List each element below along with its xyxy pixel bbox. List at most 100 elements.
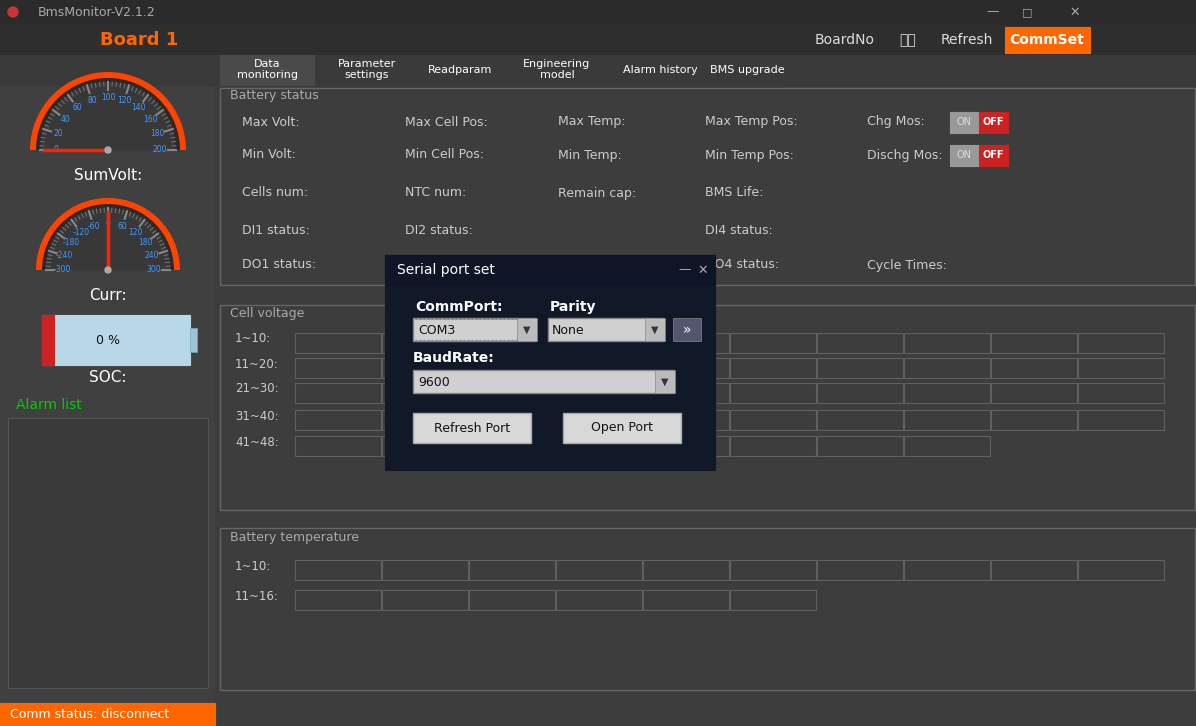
Text: Open Port: Open Port <box>591 422 653 434</box>
Wedge shape <box>36 198 181 270</box>
Bar <box>447 340 448 341</box>
Bar <box>643 410 730 430</box>
Bar <box>517 318 537 341</box>
Bar <box>495 340 498 341</box>
Text: CommPort:: CommPort: <box>415 300 502 314</box>
Bar <box>495 318 498 319</box>
Bar <box>220 528 1195 690</box>
Bar <box>463 340 465 341</box>
Text: NTC num:: NTC num: <box>405 187 466 200</box>
Bar <box>1078 410 1164 430</box>
Bar <box>499 318 501 319</box>
Bar <box>382 410 468 430</box>
Text: Dischg Mos:: Dischg Mos: <box>867 149 942 161</box>
Bar <box>382 590 468 610</box>
Bar <box>817 358 903 378</box>
Bar <box>427 340 429 341</box>
Bar <box>507 318 509 319</box>
Text: settings: settings <box>344 70 389 80</box>
Text: Cell voltage: Cell voltage <box>230 306 304 319</box>
Bar <box>295 436 382 456</box>
Bar <box>435 318 437 319</box>
Text: Battery status: Battery status <box>230 89 319 102</box>
Bar <box>469 333 555 353</box>
Bar <box>0 25 1196 55</box>
Bar <box>466 340 469 341</box>
Text: ✕: ✕ <box>697 264 708 277</box>
Text: 0: 0 <box>105 219 110 229</box>
Bar <box>500 55 615 85</box>
Bar <box>447 318 448 319</box>
Text: 160: 160 <box>142 115 158 124</box>
Bar <box>556 560 642 580</box>
Bar <box>548 318 663 341</box>
Bar <box>220 88 1195 285</box>
Text: 100: 100 <box>100 94 115 102</box>
Text: —: — <box>679 264 691 277</box>
Bar <box>480 318 481 319</box>
Text: SumVolt:: SumVolt: <box>74 168 142 182</box>
Wedge shape <box>42 204 173 270</box>
Text: -120: -120 <box>73 228 90 237</box>
Text: Parity: Parity <box>550 300 597 314</box>
Text: 300: 300 <box>147 266 161 274</box>
Bar <box>451 318 453 319</box>
Text: 21~30:: 21~30: <box>234 383 279 396</box>
Text: DI4 status:: DI4 status: <box>704 224 773 237</box>
Bar <box>382 358 468 378</box>
Text: Comm status: disconnect: Comm status: disconnect <box>10 709 170 722</box>
Bar <box>1078 560 1164 580</box>
Bar <box>643 436 730 456</box>
Wedge shape <box>36 78 181 150</box>
Bar <box>413 318 535 341</box>
Bar <box>295 560 382 580</box>
Text: 240: 240 <box>145 251 159 261</box>
Bar <box>527 318 529 319</box>
Text: ON: ON <box>957 150 971 160</box>
Bar <box>435 340 437 341</box>
Text: CommSet: CommSet <box>1009 33 1085 47</box>
Bar <box>469 436 555 456</box>
Bar <box>730 436 816 456</box>
Bar <box>483 340 486 341</box>
Bar <box>1078 383 1164 403</box>
Bar <box>431 318 433 319</box>
Bar <box>0 25 215 726</box>
Bar <box>523 340 525 341</box>
Bar <box>904 358 990 378</box>
Bar <box>519 318 521 319</box>
Text: 40: 40 <box>61 115 71 124</box>
Bar <box>615 55 704 85</box>
Bar <box>556 410 642 430</box>
Bar <box>315 55 420 85</box>
Bar <box>563 413 681 443</box>
Bar <box>469 383 555 403</box>
Text: 11~16:: 11~16: <box>234 590 279 603</box>
Bar <box>643 333 730 353</box>
Bar <box>904 436 990 456</box>
Bar <box>413 413 531 443</box>
Bar <box>643 383 730 403</box>
Bar <box>451 340 453 341</box>
Bar <box>511 318 513 319</box>
Text: BMS Life:: BMS Life: <box>704 187 763 200</box>
Bar <box>439 340 441 341</box>
Text: OFF: OFF <box>982 150 1003 160</box>
Bar <box>511 340 513 341</box>
Text: 41~48:: 41~48: <box>234 436 279 449</box>
Bar <box>980 145 1008 166</box>
Bar <box>991 333 1078 353</box>
Text: ▼: ▼ <box>652 325 659 335</box>
Bar <box>190 328 197 352</box>
Text: 0 %: 0 % <box>96 333 120 346</box>
Text: 中文: 中文 <box>899 33 916 47</box>
Text: Serial port set: Serial port set <box>397 263 495 277</box>
Bar <box>427 318 429 319</box>
Bar <box>385 255 715 285</box>
Text: —: — <box>987 6 999 18</box>
Bar <box>382 560 468 580</box>
Bar <box>220 55 315 85</box>
Bar <box>492 340 493 341</box>
Bar <box>415 340 417 341</box>
Bar <box>556 590 642 610</box>
